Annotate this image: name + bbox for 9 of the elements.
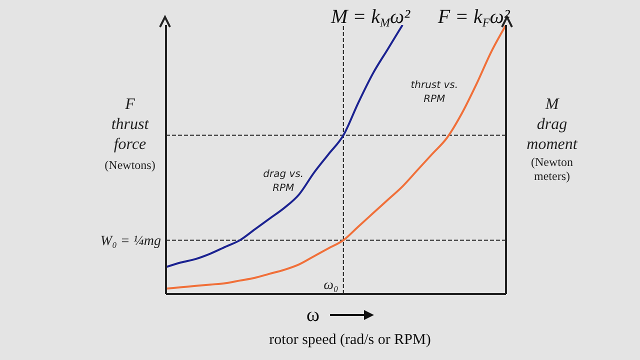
annotation: F = k$_{F}$ω² <box>438 6 510 30</box>
ref-line-label: W₀ = ¼mg <box>100 234 161 250</box>
annotation: M = k$_{M}$ω² <box>330 6 410 30</box>
series-label: thrust vs. RPM <box>410 79 460 107</box>
y2-axis-title: M drag moment (Newton meters) <box>526 95 579 183</box>
x-axis-title: ω rotor speed (rad/s or RPM) <box>268 304 432 349</box>
y-axis-title: F thrust force (Newtons) <box>104 95 156 174</box>
series-label: drag vs. RPM <box>262 168 305 196</box>
annotation: ω₀ <box>324 278 339 293</box>
